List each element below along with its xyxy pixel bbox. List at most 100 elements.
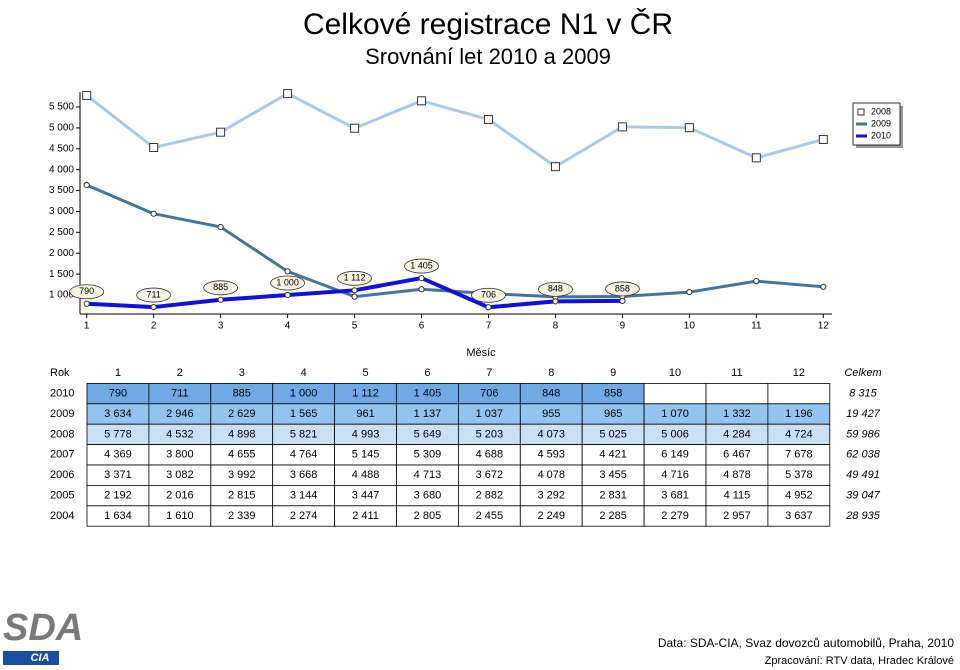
row-label: 2004	[50, 510, 74, 522]
table-cell	[705, 382, 769, 405]
x-tick-label: 9	[620, 321, 626, 332]
data-label: 790	[79, 286, 94, 296]
table-cell	[767, 505, 831, 527]
point	[485, 304, 492, 311]
table-value: 2 805	[414, 510, 442, 522]
data-label: 848	[548, 284, 563, 294]
data-label: 1 112	[344, 273, 366, 283]
point	[150, 210, 157, 217]
x-tick-label: 7	[486, 321, 492, 332]
x-tick-label: 10	[684, 321, 696, 332]
data-label: 1 405	[410, 260, 433, 270]
table-value: 2 957	[723, 510, 751, 522]
table-value: 5 145	[352, 449, 380, 461]
row-total: 49 491	[846, 469, 880, 481]
row-total: 8 315	[849, 388, 877, 400]
data-label-bubble	[69, 284, 105, 300]
table-value: 3 292	[537, 490, 565, 502]
point	[150, 303, 157, 311]
table-header: 5	[362, 367, 368, 379]
footer-source: Data: SDA-CIA, Svaz dovozců automobilů, …	[658, 636, 954, 650]
table-value: 2 831	[599, 490, 627, 502]
point	[284, 291, 291, 299]
table-value: 5 778	[104, 428, 132, 440]
x-tick-label: 1	[84, 321, 90, 332]
y-tick-label: 1 000	[49, 290, 74, 301]
row-total: 28 935	[845, 510, 881, 522]
logo-band	[3, 651, 59, 665]
table-header: 12	[793, 367, 805, 379]
table-value: 5 203	[476, 428, 504, 440]
table-value: 4 421	[599, 449, 627, 461]
table-value: 848	[542, 388, 560, 400]
table-value: 2 815	[228, 490, 256, 502]
data-label-bubble	[270, 275, 305, 291]
table-value: 4 078	[537, 469, 565, 481]
table-value: 6 149	[661, 449, 689, 461]
table-value: 4 073	[537, 428, 565, 440]
point	[83, 181, 90, 189]
table-value: 5 309	[414, 449, 442, 461]
row-total: 19 427	[846, 408, 881, 420]
table-value: 1 112	[352, 388, 379, 400]
table-value: 2 946	[166, 408, 194, 420]
table-header: Celkem	[844, 367, 881, 379]
point	[820, 283, 827, 290]
table-value: 5 025	[599, 428, 627, 440]
table-header: Rok	[50, 367, 70, 379]
table-value: 2 279	[661, 510, 689, 522]
x-tick-label: 5	[352, 321, 358, 332]
point	[351, 293, 358, 300]
legend-label: 2008	[871, 106, 891, 116]
table-header: 2	[177, 367, 183, 379]
data-label-bubble	[471, 287, 506, 303]
table-value: 1 332	[723, 408, 751, 420]
point	[753, 278, 760, 285]
table-value: 1 070	[661, 408, 689, 420]
table-value: 4 993	[352, 428, 380, 440]
point	[550, 162, 560, 172]
point	[350, 123, 360, 133]
table-value: 1 405	[414, 388, 442, 400]
data-label: 1 000	[276, 277, 299, 287]
footer-credit: Zpracování: RTV data, Hradec Králové	[765, 655, 954, 667]
point	[83, 300, 90, 307]
table-value: 4 764	[290, 449, 318, 461]
row-label: 2008	[50, 428, 74, 440]
table-value: 4 115	[724, 490, 751, 502]
table-header: 10	[669, 367, 681, 379]
logo: SDA CIA	[3, 607, 83, 665]
point	[283, 89, 293, 99]
table-header: 9	[610, 367, 616, 379]
table-value: 5 006	[661, 428, 689, 440]
point	[217, 223, 224, 231]
row-label: 2010	[50, 388, 74, 400]
table-value: 2 629	[228, 408, 256, 420]
data-label-bubble	[203, 280, 239, 296]
point	[351, 287, 358, 294]
table-value: 3 668	[290, 469, 318, 481]
table-value: 4 488	[352, 469, 380, 481]
x-tick-label: 2	[151, 321, 157, 332]
table-value: 2 249	[537, 510, 565, 522]
table-value: 3 637	[785, 510, 813, 522]
table-value: 4 952	[785, 490, 813, 502]
table-cell	[767, 382, 831, 405]
table-header: 6	[424, 367, 430, 379]
table-value: 2 274	[290, 510, 318, 522]
data-label: 711	[146, 289, 160, 299]
table-header: 4	[301, 367, 307, 379]
series-line	[85, 92, 824, 169]
data-label-bubble	[337, 270, 372, 286]
data-label: 706	[481, 290, 496, 300]
x-tick-label: 4	[285, 321, 291, 332]
table-value: 3 144	[290, 490, 318, 502]
table-value: 1 196	[785, 408, 813, 420]
table-value: 1 000	[290, 388, 318, 400]
table-value: 3 082	[166, 469, 194, 481]
point	[417, 96, 427, 106]
table-value: 706	[480, 388, 498, 400]
table-value: 885	[233, 388, 251, 400]
legend-label: 2010	[871, 130, 891, 140]
